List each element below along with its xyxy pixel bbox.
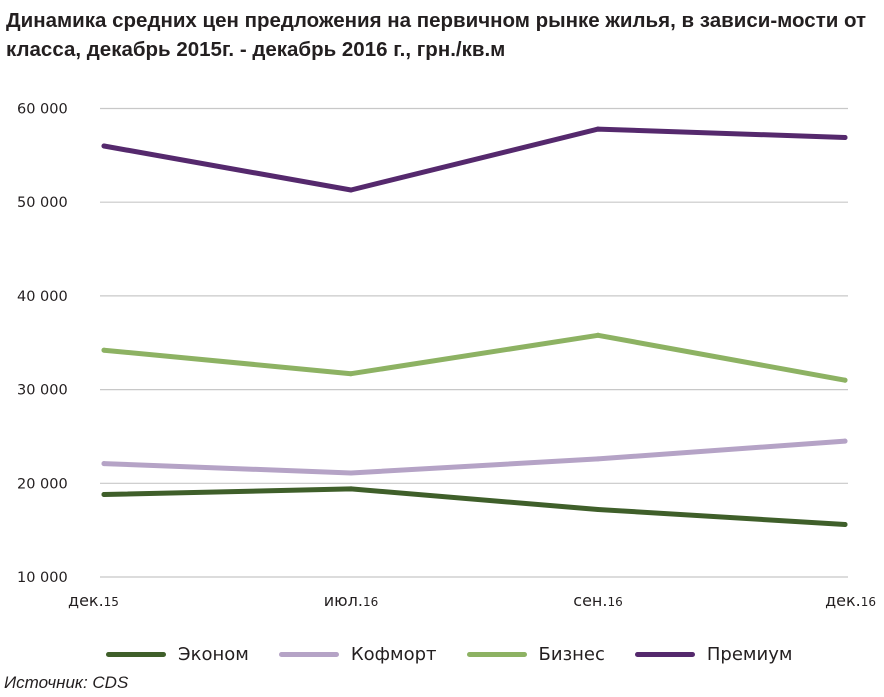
data-point [842, 522, 848, 527]
x-tick-label: июл.16 [324, 591, 378, 610]
data-point [348, 470, 354, 476]
data-point [348, 371, 354, 377]
data-point [348, 187, 354, 193]
legend-swatch [106, 651, 166, 657]
series-line [101, 332, 848, 383]
series-3 [101, 332, 848, 383]
data-point [595, 456, 601, 462]
legend-item: Бизнес [466, 643, 605, 665]
y-tick-label: 10 000 [17, 570, 68, 586]
x-tick-month: дек. [68, 591, 104, 610]
series-1 [101, 486, 848, 527]
source-note: Источник: CDS [4, 673, 129, 692]
x-tick-year: 15 [104, 595, 119, 609]
y-tick-label: 20 000 [17, 476, 68, 492]
series-line [101, 486, 848, 527]
legend-swatch [634, 651, 695, 657]
legend-item: Премиум [634, 643, 793, 665]
x-tick-year: 16 [861, 595, 876, 609]
x-tick-label: сен.16 [573, 591, 622, 610]
data-point [595, 507, 601, 512]
legend: Эконом Кофморт Бизнес Премиум [106, 641, 822, 667]
legend-item: Эконом [106, 644, 249, 665]
data-point [595, 126, 601, 132]
y-tick-label: 50 000 [17, 195, 68, 211]
legend-label: Кофморт [350, 643, 437, 665]
data-point [101, 461, 107, 467]
series-4 [101, 126, 848, 193]
x-tick-year: 16 [363, 595, 378, 609]
data-point [101, 143, 107, 149]
x-tick-year: 16 [607, 595, 622, 609]
legend-label: Премиум [706, 643, 793, 665]
gridlines [100, 107, 848, 578]
legend-label: Бизнес [538, 643, 605, 665]
legend-item: Кофморт [278, 643, 437, 665]
data-point [842, 438, 848, 444]
data-point [595, 332, 601, 338]
chart-title: Динамика средних цен предложения на перв… [6, 9, 867, 61]
x-tick-label: дек.15 [68, 591, 119, 610]
data-point [348, 486, 354, 492]
series-lines [101, 126, 848, 527]
y-tick-label: 60 000 [17, 102, 68, 118]
x-axis-tick-labels: дек.15 июл.16 сен.16 дек.16 [68, 591, 876, 610]
y-tick-label: 30 000 [17, 383, 68, 399]
x-tick-month: сен. [573, 591, 607, 610]
y-tick-label: 40 000 [17, 289, 68, 305]
line-chart: 10 000 20 000 30 000 40 000 50 000 60 000 дек… [17, 102, 876, 611]
legend-swatch [278, 651, 339, 657]
data-point [101, 492, 107, 497]
x-tick-month: июл. [324, 591, 363, 610]
legend-label: Эконом [178, 643, 249, 665]
y-axis-tick-labels: 10 000 20 000 30 000 40 000 50 000 60 000 [17, 102, 68, 587]
x-tick-month: дек. [825, 591, 861, 610]
data-point [101, 347, 107, 353]
legend-swatch [466, 651, 527, 657]
data-point [842, 377, 848, 383]
series-line [101, 438, 848, 476]
series-2 [101, 438, 848, 476]
x-tick-label: дек.16 [825, 591, 876, 610]
series-line [101, 126, 848, 193]
data-point [842, 135, 848, 140]
